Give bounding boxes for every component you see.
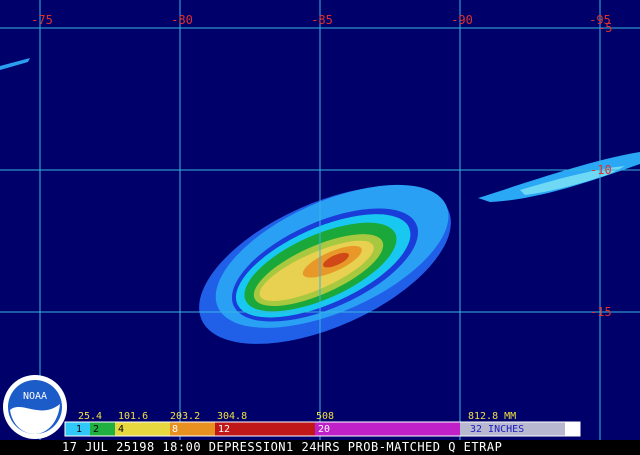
noaa-logo: NOAA (3, 375, 67, 439)
inch-label: 32 INCHES (470, 424, 524, 435)
mm-label: 101.6 (118, 411, 148, 422)
lat-label: -5 (598, 21, 612, 35)
mm-label: 812.8 MM (468, 411, 516, 422)
color-swatch (115, 422, 170, 436)
lon-label: -75 (31, 13, 53, 27)
lon-label: -85 (311, 13, 333, 27)
color-swatch (460, 422, 565, 436)
rain-field (0, 58, 640, 344)
color-swatch (65, 422, 90, 436)
lat-label: -15 (590, 305, 612, 319)
inch-label: 2 (93, 424, 99, 435)
mm-label: 304.8 (217, 411, 247, 422)
inch-label: 1 (76, 424, 82, 435)
logo-text: NOAA (23, 391, 47, 402)
color-swatch (315, 422, 460, 436)
lon-label: -90 (451, 13, 473, 27)
color-bar: 1 2 4 8 12 20 32 INCHES 25.4 101.6 203.2… (64, 411, 581, 437)
mm-label: 25.4 (78, 411, 102, 422)
inch-label: 8 (172, 424, 178, 435)
color-swatch (170, 422, 215, 436)
inch-label: 20 (318, 424, 330, 435)
lon-label: -95 (589, 13, 611, 27)
color-swatch (565, 422, 580, 436)
lon-label: -80 (171, 13, 193, 27)
color-bar-border (64, 421, 581, 437)
color-swatch (90, 422, 115, 436)
footer-bg (0, 440, 640, 455)
product-title: 17 JUL 25198 18:00 DEPRESSION1 24HRS PRO… (62, 440, 502, 454)
color-swatch (215, 422, 315, 436)
mm-label: 203.2 (170, 411, 200, 422)
mm-label: 508 (316, 411, 334, 422)
graticule (0, 0, 640, 440)
inch-label: 12 (218, 424, 230, 435)
inch-label: 4 (118, 424, 124, 435)
lat-label: -10 (590, 163, 612, 177)
